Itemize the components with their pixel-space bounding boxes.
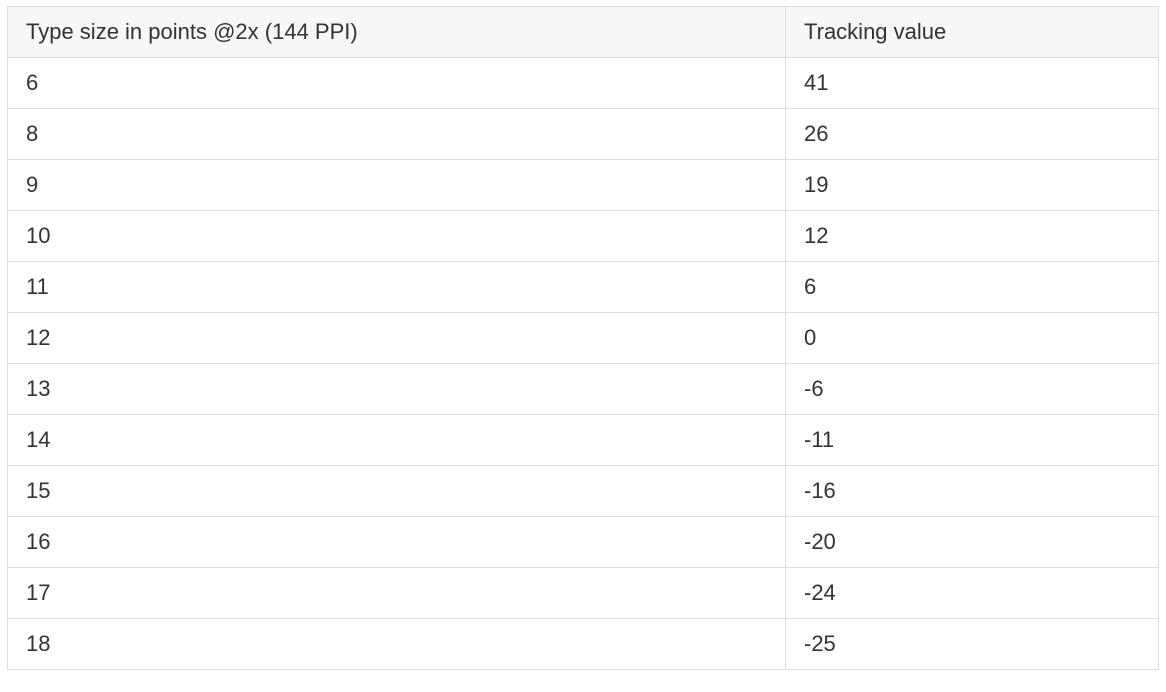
table-body: 6 41 8 26 9 19 10 12 11 6 12 0 <box>7 57 1159 670</box>
table-row: 10 12 <box>7 210 1159 262</box>
table-header-row: Type size in points @2x (144 PPI) Tracki… <box>7 6 1159 58</box>
table-row: 6 41 <box>7 57 1159 109</box>
table-row: 14 -11 <box>7 414 1159 466</box>
tracking-value-cell: 26 <box>785 108 1159 160</box>
type-size-cell: 16 <box>7 516 786 568</box>
table-row: 15 -16 <box>7 465 1159 517</box>
tracking-value-cell: -20 <box>785 516 1159 568</box>
tracking-value-cell: 6 <box>785 261 1159 313</box>
tracking-value-cell: 12 <box>785 210 1159 262</box>
type-size-cell: 17 <box>7 567 786 619</box>
tracking-table-container: Type size in points @2x (144 PPI) Tracki… <box>7 6 1159 670</box>
tracking-value-cell: 19 <box>785 159 1159 211</box>
table-row: 11 6 <box>7 261 1159 313</box>
table-row: 18 -25 <box>7 618 1159 670</box>
table-row: 8 26 <box>7 108 1159 160</box>
tracking-value-cell: 0 <box>785 312 1159 364</box>
type-size-cell: 11 <box>7 261 786 313</box>
type-size-cell: 12 <box>7 312 786 364</box>
type-size-cell: 14 <box>7 414 786 466</box>
tracking-value-cell: -11 <box>785 414 1159 466</box>
table-row: 9 19 <box>7 159 1159 211</box>
table-row: 13 -6 <box>7 363 1159 415</box>
table-row: 12 0 <box>7 312 1159 364</box>
type-size-cell: 15 <box>7 465 786 517</box>
table-row: 17 -24 <box>7 567 1159 619</box>
type-size-cell: 8 <box>7 108 786 160</box>
header-type-size: Type size in points @2x (144 PPI) <box>7 6 786 58</box>
header-tracking-value: Tracking value <box>785 6 1159 58</box>
type-size-cell: 10 <box>7 210 786 262</box>
tracking-value-cell: -16 <box>785 465 1159 517</box>
tracking-value-cell: -6 <box>785 363 1159 415</box>
table-row: 16 -20 <box>7 516 1159 568</box>
type-size-cell: 9 <box>7 159 786 211</box>
type-size-cell: 18 <box>7 618 786 670</box>
tracking-value-cell: 41 <box>785 57 1159 109</box>
tracking-table: Type size in points @2x (144 PPI) Tracki… <box>7 6 1159 670</box>
type-size-cell: 13 <box>7 363 786 415</box>
tracking-value-cell: -25 <box>785 618 1159 670</box>
type-size-cell: 6 <box>7 57 786 109</box>
tracking-value-cell: -24 <box>785 567 1159 619</box>
table-header: Type size in points @2x (144 PPI) Tracki… <box>7 6 1159 58</box>
